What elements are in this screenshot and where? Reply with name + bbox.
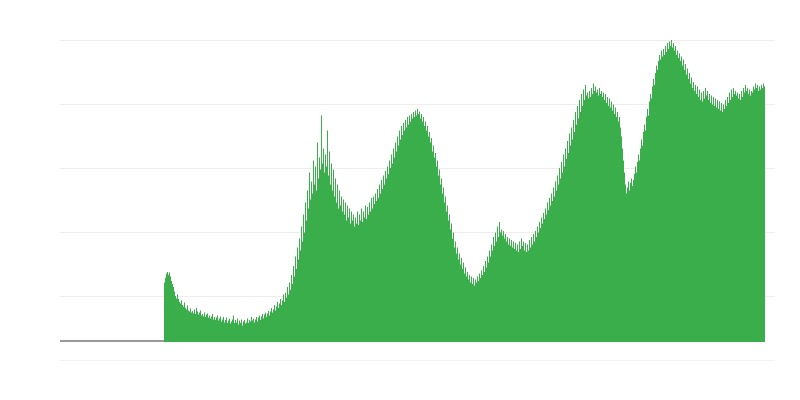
series-area-value: [164, 40, 765, 342]
